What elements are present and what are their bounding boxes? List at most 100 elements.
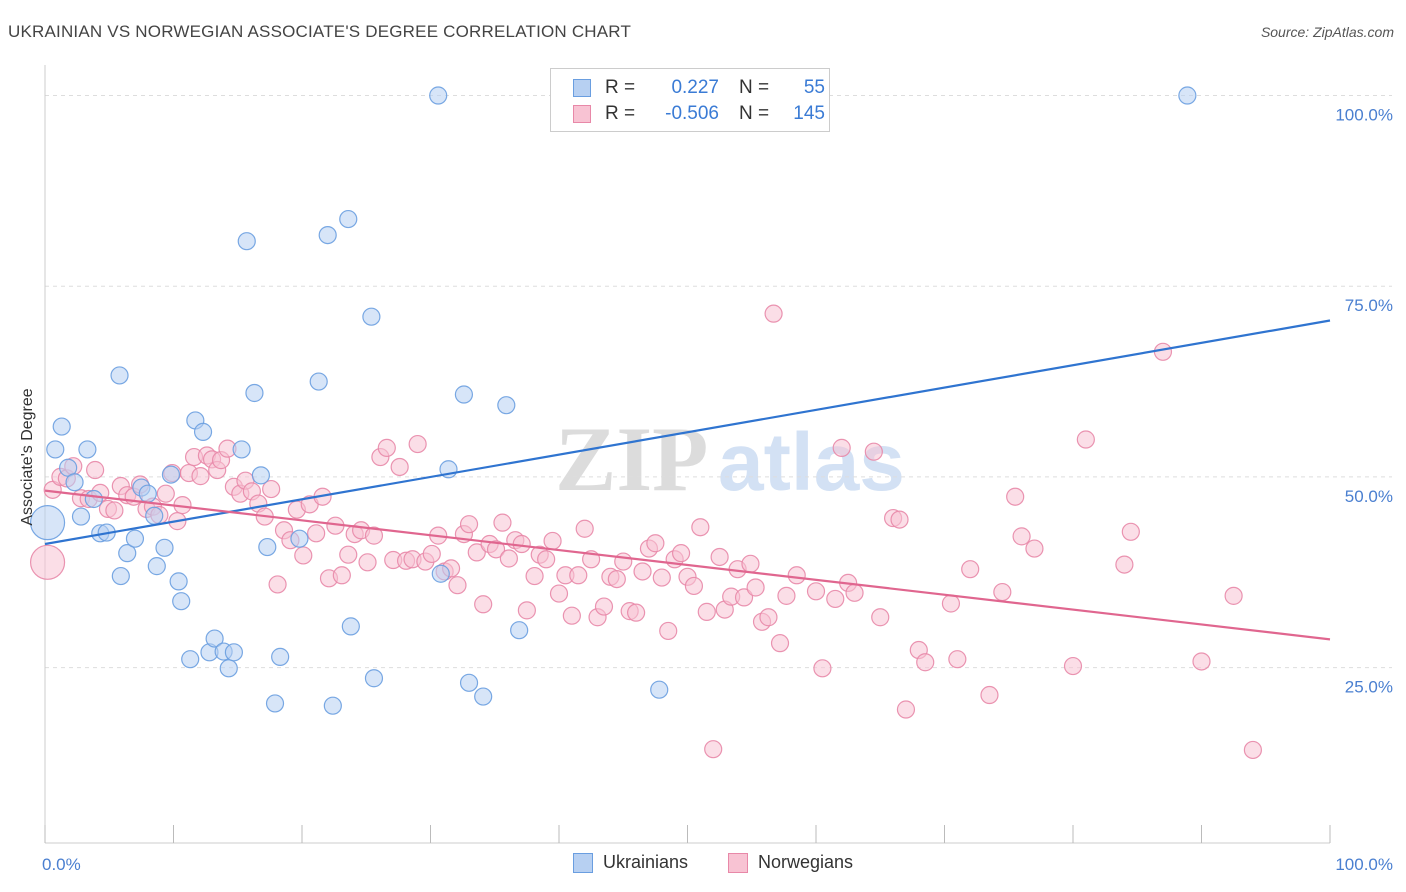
- norwegians-point: [364, 526, 384, 545]
- norwegians-point: [1121, 522, 1140, 541]
- norwegians-point: [1224, 586, 1243, 605]
- watermark-atlas: atlas: [718, 417, 905, 508]
- norwegians-point: [493, 513, 512, 532]
- norwegians-point: [1012, 527, 1031, 546]
- ukrainians-point: [341, 617, 360, 636]
- ukrainians-point: [251, 466, 270, 485]
- tick-labels: 25.0% 50.0% 75.0% 100.0% 0.0% 100.0%: [42, 106, 1393, 874]
- legend-row-ukrainians: R = 0.227 N = 55: [573, 76, 825, 100]
- ukrainians-point: [431, 564, 450, 583]
- norwegians-point: [777, 586, 796, 605]
- ukrainians-swatch: [573, 79, 591, 97]
- y-tick-label: 75.0%: [1345, 296, 1393, 315]
- ukrainians-point: [429, 86, 448, 105]
- norwegians-point: [339, 545, 358, 564]
- axes: [44, 65, 1331, 844]
- norwegians-point: [697, 602, 716, 621]
- ukrainians-point: [454, 385, 474, 404]
- norwegians-point: [1192, 652, 1211, 671]
- watermark-zip: ZIP: [555, 408, 708, 510]
- norwegians-point: [86, 460, 105, 480]
- ukrainians-point: [309, 372, 328, 391]
- norwegians-point: [741, 554, 760, 573]
- ukrainians-point: [71, 507, 91, 526]
- norwegians-point: [764, 304, 783, 323]
- norwegians-point: [575, 519, 594, 538]
- norwegians-point: [770, 634, 790, 653]
- norwegians-point: [486, 540, 506, 559]
- source-note: Source: ZipAtlas.com: [1260, 24, 1394, 40]
- ukrainians-point: [84, 489, 103, 509]
- ukrainians-point: [232, 440, 251, 459]
- ukrainians-point: [193, 422, 213, 441]
- norwegians-point: [543, 531, 562, 551]
- norwegians-point: [941, 594, 961, 613]
- norwegians-point: [377, 438, 396, 457]
- norwegians-point: [607, 569, 626, 589]
- ukrainians-point: [155, 538, 174, 557]
- ukrainians-point: [125, 529, 145, 548]
- ukrainians-point: [147, 557, 166, 576]
- ukrainians-point: [224, 643, 243, 662]
- norwegians-point: [759, 608, 778, 627]
- watermark: ZIP atlas: [555, 408, 905, 510]
- legend-n-label: N =: [739, 77, 770, 98]
- trend-lines: [44, 319, 1331, 641]
- ukrainians-points: [29, 86, 1197, 715]
- ukrainians-point: [172, 592, 191, 611]
- norwegians-point: [734, 588, 754, 607]
- norwegians-point: [787, 566, 806, 585]
- norwegians-point: [832, 438, 851, 457]
- ukrainians-point: [459, 673, 479, 692]
- norwegians-point: [671, 544, 691, 563]
- legend-n-label: N =: [739, 103, 770, 124]
- norwegians-point: [307, 524, 326, 543]
- ukrainians-point: [181, 650, 200, 669]
- ukrainians-point: [52, 417, 71, 436]
- norwegians-point: [569, 566, 588, 585]
- x-tick-label: 0.0%: [42, 855, 81, 874]
- norwegians-point: [746, 578, 765, 597]
- norwegians-point: [422, 544, 441, 564]
- chart-title: UKRAINIAN VS NORWEGIAN ASSOCIATE'S DEGRE…: [8, 22, 632, 41]
- norwegians-point: [864, 442, 883, 461]
- x-tick-label: 100.0%: [1335, 855, 1393, 874]
- norwegians-point: [525, 566, 544, 586]
- y-tick-label: 25.0%: [1345, 678, 1393, 697]
- ukrainians-point: [474, 687, 493, 706]
- y-tick-label: 50.0%: [1345, 487, 1393, 506]
- norwegians-point: [1153, 342, 1173, 361]
- norwegians-point: [1115, 555, 1134, 574]
- norwegians-point: [105, 501, 124, 520]
- bottom-legend-ukrainians: Ukrainians: [573, 852, 688, 873]
- legend: R = 0.227 N = 55 R = -0.506 N = 145: [550, 68, 830, 132]
- norwegians-point: [993, 582, 1012, 602]
- norwegians-point: [826, 589, 845, 609]
- norwegians-swatch: [728, 852, 748, 873]
- legend-r-label: R =: [605, 77, 636, 98]
- norwegians-point: [684, 576, 704, 596]
- ukrainians-point: [118, 544, 137, 563]
- norwegians-point: [896, 700, 916, 719]
- ukrainians-point: [290, 529, 309, 548]
- ukrainians-point: [78, 440, 97, 459]
- norwegians-point: [499, 549, 518, 568]
- norwegians-point: [813, 659, 832, 678]
- ukrainians-point: [111, 566, 130, 586]
- norwegians-point: [594, 597, 614, 616]
- legend-n-value: 145: [793, 103, 825, 124]
- norwegians-point: [704, 740, 723, 759]
- norwegians-point: [980, 685, 999, 705]
- norwegians-point: [537, 550, 556, 569]
- ukrainians-point: [169, 572, 188, 591]
- ukrainians-point: [271, 647, 290, 666]
- norwegians-point: [156, 484, 175, 503]
- norwegians-point: [806, 582, 826, 601]
- norwegians-point: [1006, 487, 1025, 506]
- legend-r-value: -0.506: [665, 103, 719, 124]
- ukrainians-trend-line: [44, 319, 1331, 546]
- bottom-legend-label: Ukrainians: [603, 852, 689, 872]
- norwegians-point: [1076, 430, 1095, 449]
- norwegians-point: [448, 576, 467, 595]
- ukrainians-point: [161, 465, 181, 484]
